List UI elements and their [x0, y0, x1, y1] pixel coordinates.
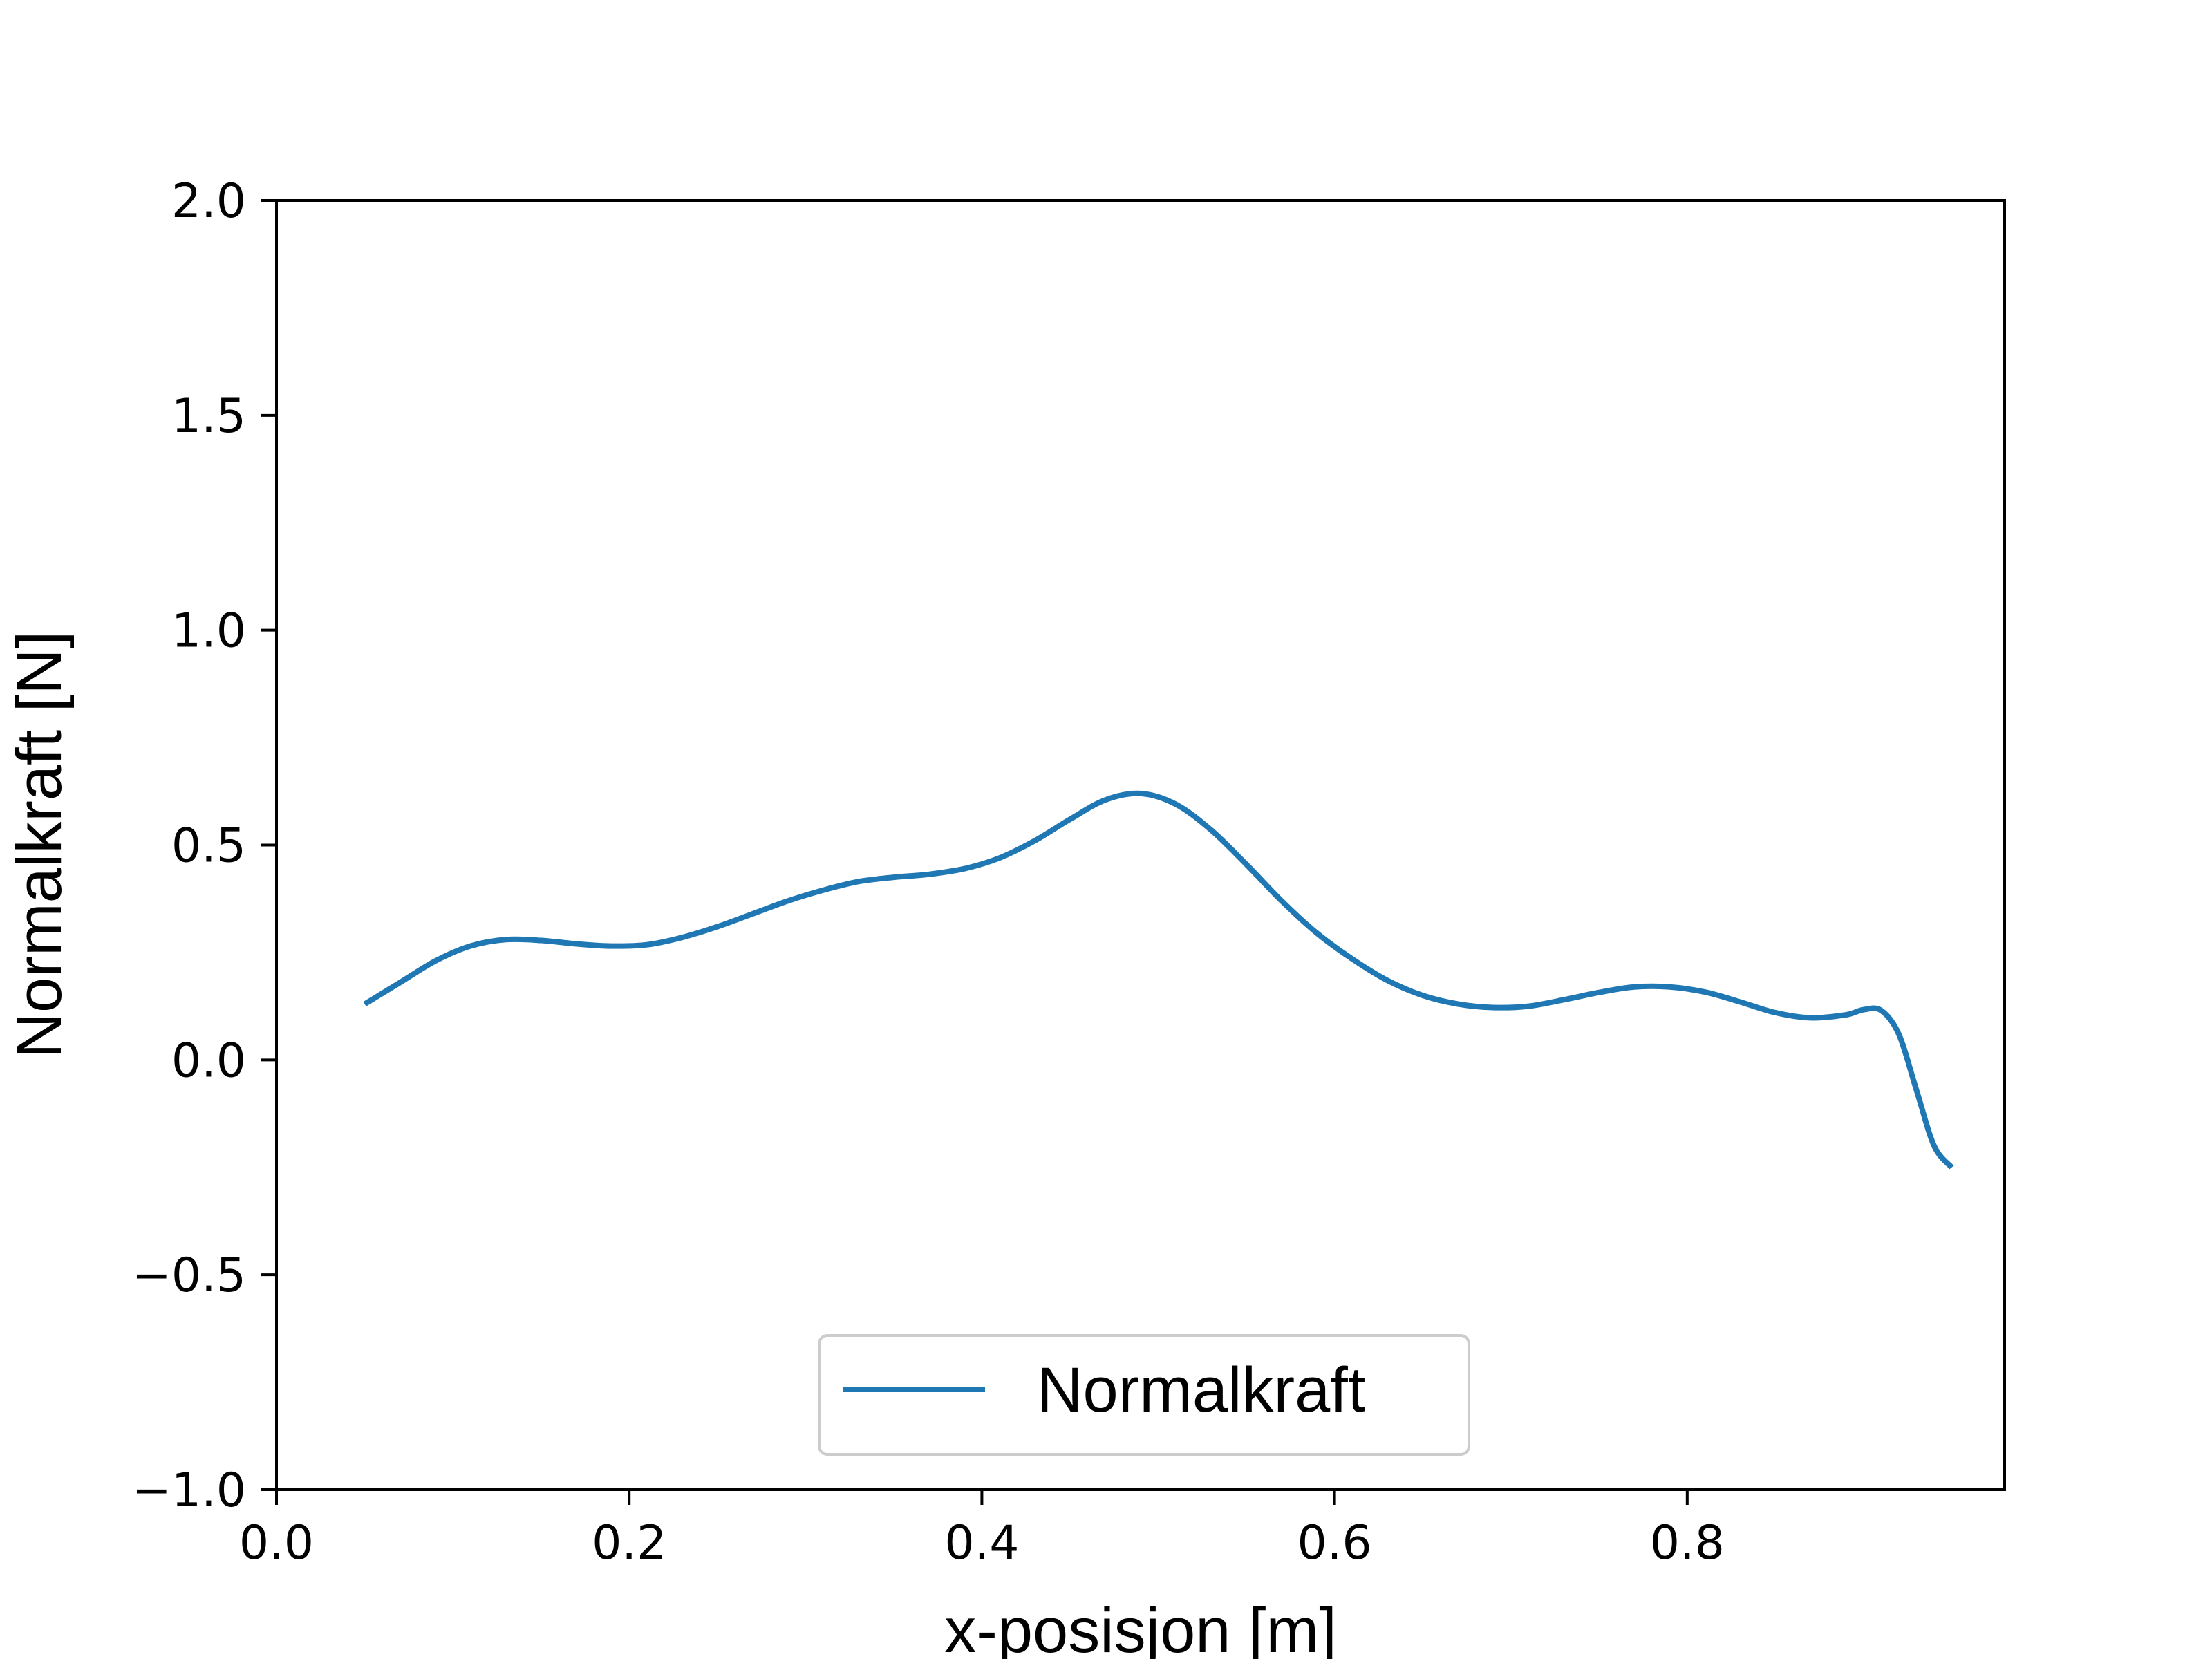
y-tick-label: 2.0 [171, 174, 246, 229]
y-axis-title: Normalkraft [N] [4, 631, 75, 1059]
x-tick-label: 0.4 [944, 1516, 1019, 1571]
plot-area [276, 200, 2005, 1490]
legend-box [818, 1334, 1470, 1456]
y-tick-label: 1.0 [171, 604, 246, 659]
x-tick-label: 0.6 [1297, 1516, 1372, 1571]
y-tick-label: 0.0 [171, 1033, 246, 1088]
series-layer [363, 790, 1954, 1170]
legend: Normalkraft [818, 1334, 1470, 1456]
y-axis-ticks: −1.0 −0.5 0.0 0.5 1.0 1.5 2.0 [132, 174, 276, 1518]
y-tick-label: −1.0 [132, 1463, 246, 1518]
y-tick-label: 1.5 [171, 389, 246, 444]
x-tick-label: 0.8 [1650, 1516, 1725, 1571]
x-axis-title: x-posisjon [m] [944, 1595, 1337, 1659]
series-line-1 [363, 790, 1954, 1170]
y-tick-label: −0.5 [132, 1248, 246, 1303]
x-tick-label: 0.2 [592, 1516, 666, 1571]
x-axis-ticks: 0.0 0.2 0.4 0.6 0.8 [239, 1490, 1725, 1571]
x-tick-label: 0.0 [239, 1516, 314, 1571]
legend-label: Normalkraft [1037, 1355, 1365, 1425]
y-tick-label: 0.5 [171, 819, 246, 874]
